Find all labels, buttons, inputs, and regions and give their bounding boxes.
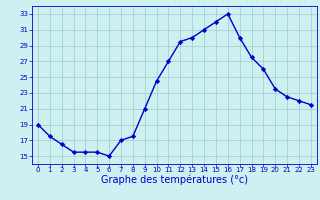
X-axis label: Graphe des températures (°c): Graphe des températures (°c) — [101, 175, 248, 185]
